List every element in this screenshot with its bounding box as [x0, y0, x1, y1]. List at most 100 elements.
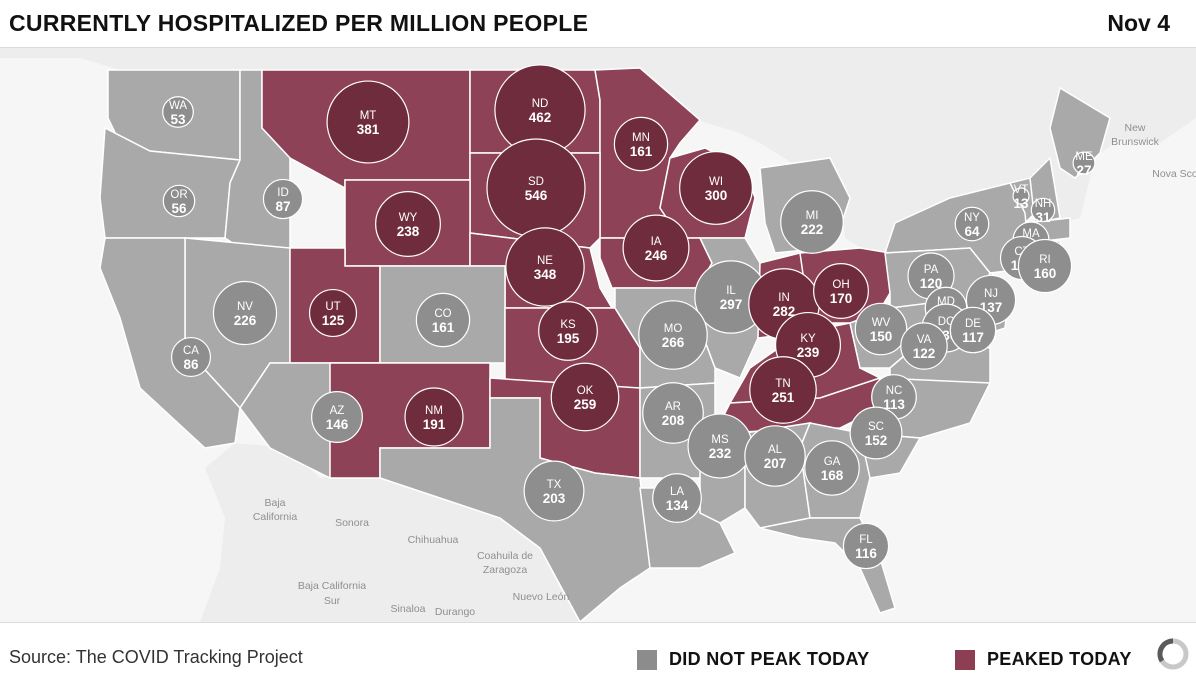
- state-value-label: 239: [797, 345, 820, 360]
- state-abbr-label: KY: [800, 333, 816, 345]
- legend-label-peaked: PEAKED TODAY: [987, 649, 1132, 669]
- geo-label: Durango: [435, 606, 475, 618]
- state-abbr-label: NH: [1035, 198, 1052, 210]
- bubble-circle: [804, 440, 860, 496]
- state-abbr-label: TN: [775, 378, 790, 390]
- geo-label: Baja California Sur: [298, 580, 366, 607]
- bubble-circle: [679, 151, 753, 225]
- bubble-circle: [404, 387, 464, 447]
- state-abbr-label: SD: [528, 176, 544, 188]
- state-value-label: 168: [821, 468, 844, 483]
- state-value-label: 27: [1076, 163, 1091, 178]
- bubble-circle: [308, 288, 358, 338]
- state-value-label: 125: [322, 313, 345, 328]
- bubble-circle: [550, 362, 620, 432]
- bubble-circle: [622, 214, 690, 282]
- state-abbr-label: AR: [665, 401, 681, 413]
- state-value-label: 161: [432, 320, 455, 335]
- canada-land: [0, 48, 1196, 253]
- state-abbr-label: NV: [237, 301, 253, 313]
- state-value-label: 246: [645, 248, 668, 263]
- bubble-circle: [1072, 151, 1096, 175]
- bubble-circle: [523, 460, 585, 522]
- state-abbr-label: PA: [924, 264, 939, 276]
- state-value-label: 251: [772, 390, 795, 405]
- source-text: Source: The COVID Tracking Project: [9, 647, 303, 667]
- state-abbr-label: NC: [886, 385, 903, 397]
- state-abbr-label: TX: [547, 479, 562, 491]
- bubble-circle: [642, 382, 704, 444]
- state-value-label: 13: [1013, 196, 1029, 211]
- state-value-label: 208: [662, 413, 685, 428]
- state-value-label: 232: [709, 446, 732, 461]
- state-abbr-label: IL: [726, 285, 736, 297]
- legend-swatch-peaked: [955, 649, 975, 670]
- state-abbr-label: DC: [938, 316, 955, 328]
- state-abbr-label: LA: [670, 486, 684, 498]
- state-value-label: 207: [764, 456, 787, 471]
- state-abbr-label: NM: [425, 405, 443, 417]
- state-abbr-label: OR: [170, 189, 187, 201]
- state-value-label: 87: [275, 199, 290, 214]
- footer: Source: The COVID Tracking Project DID N…: [0, 622, 1196, 683]
- mexico-land: [200, 443, 580, 622]
- bubble-circle: [613, 116, 669, 172]
- state-abbr-label: DE: [965, 318, 981, 330]
- state-value-label: 160: [1034, 266, 1057, 281]
- state-abbr-label: WI: [709, 176, 723, 188]
- state-abbr-label: WA: [169, 100, 187, 112]
- bubble-circle: [780, 190, 844, 254]
- state-value-label: 462: [529, 110, 552, 125]
- state-value-label: 203: [543, 491, 566, 506]
- state-abbr-label: CA: [183, 345, 199, 357]
- covid-tracking-logo-icon: [1157, 638, 1189, 670]
- map-container: New Brunswick Nova Sco Baja California Sonora…: [0, 48, 1196, 622]
- state-value-label: 297: [720, 297, 743, 312]
- geo-label: Baja California: [253, 497, 298, 523]
- state-abbr-label: IA: [651, 236, 662, 248]
- bubble-circle: [162, 184, 196, 218]
- state-abbr-label: OH: [832, 279, 849, 291]
